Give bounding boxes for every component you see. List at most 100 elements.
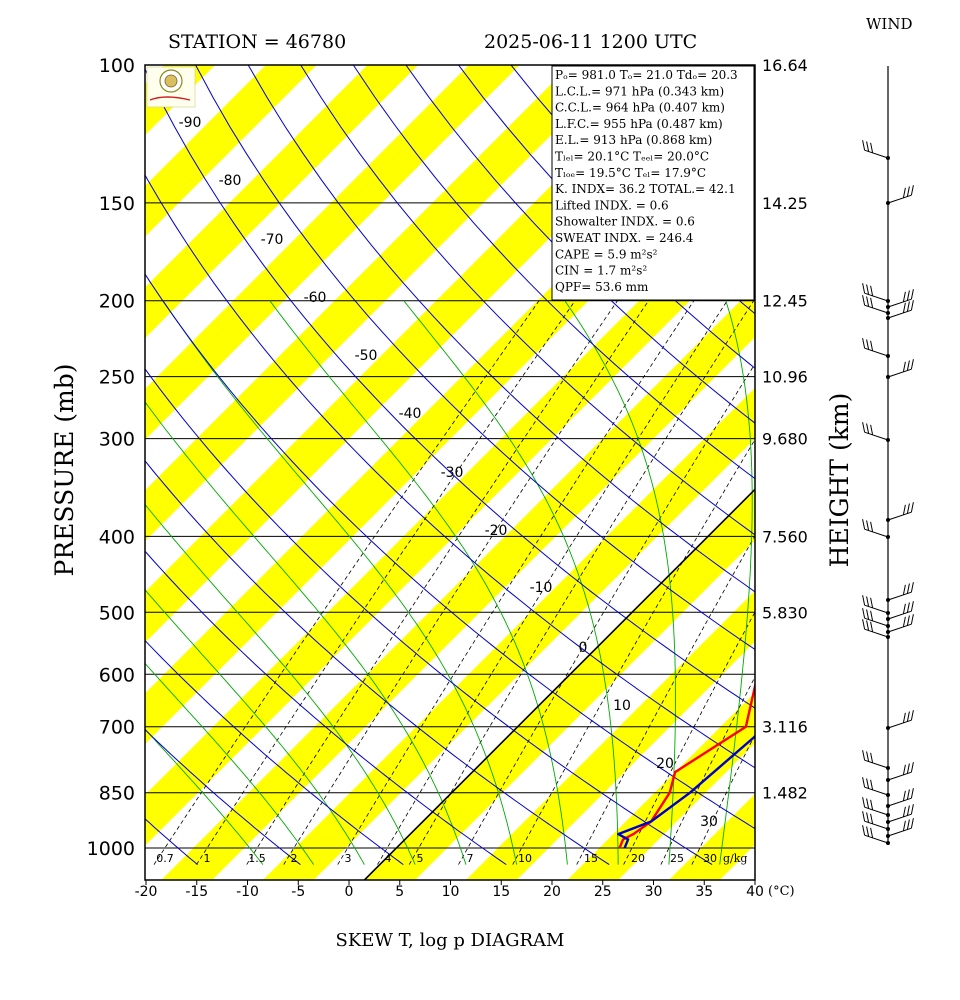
moist-adiabat: [145, 401, 467, 865]
mixing-ratio-line: [337, 300, 695, 865]
mixing-ratio-label: 15: [584, 852, 598, 865]
x-tick-label: -10: [236, 884, 259, 900]
x-tick-label: 10: [442, 884, 460, 900]
moist-adiabat: [145, 728, 264, 865]
mixing-ratio-label: 5: [417, 852, 424, 865]
wind-barb-feather: [902, 361, 906, 372]
wind-barb-feather: [866, 620, 870, 631]
mixing-ratio-line: [377, 300, 728, 865]
height-tick-label: 9.680: [762, 430, 808, 449]
index-line: E.L.= 913 hPa (0.868 km): [555, 133, 712, 147]
wind-barb-feather: [862, 750, 866, 761]
wind-barb-feather: [870, 610, 874, 621]
wind-barb-feather: [906, 615, 910, 626]
moist-adiabat: [719, 300, 753, 865]
pressure-tick-label: 700: [99, 717, 135, 739]
index-line: Lifted INDX. = 0.6: [555, 198, 669, 212]
isotherm-band: [145, 65, 622, 542]
y-axis-right-title: HEIGHT (km): [825, 393, 854, 568]
x-tick-label: 30: [645, 884, 663, 900]
wind-barb-feather: [910, 502, 914, 513]
isotherm-band: [262, 387, 755, 880]
wind-barb-feather: [902, 616, 906, 627]
wind-profile: [862, 66, 914, 845]
wind-barb-feather: [866, 339, 870, 350]
wind-barb-feather: [862, 619, 866, 630]
wind-barb-feather: [910, 300, 914, 311]
mixing-ratio-line: [153, 300, 540, 865]
x-axis-unit: (°C): [768, 884, 795, 899]
height-tick-label: 1.482: [762, 784, 808, 803]
wind-barb-feather: [866, 520, 870, 531]
mixing-ratio-line: [623, 611, 755, 865]
isotherm-label: -30: [441, 465, 464, 481]
dry-adiabat: [405, 65, 755, 424]
x-tick-label: 25: [594, 884, 612, 900]
wind-barb-feather: [910, 582, 914, 593]
height-tick-label: 14.25: [762, 194, 808, 213]
isotherm-band: [0, 65, 12, 880]
wind-barb-feather: [866, 423, 870, 434]
dry-adiabat: [0, 65, 95, 865]
height-tick-label: 10.96: [762, 368, 808, 387]
mixing-ratio-line: [458, 363, 755, 865]
wind-barb-feather: [910, 359, 914, 370]
indices-box: Pₒ= 981.0 Tₒ= 21.0 Tdₒ= 20.3 L.C.L.= 971 …: [551, 65, 755, 301]
moist-adiabat: [145, 589, 365, 865]
wind-barb-feather: [906, 789, 910, 800]
isotherm-band: [770, 65, 960, 880]
y-axis-title: PRESSURE (mb): [50, 363, 79, 576]
pressure-tick-label: 850: [99, 783, 135, 805]
wind-barb-feather: [866, 141, 870, 152]
wind-barb-feather: [870, 424, 874, 435]
wind-barb-feather: [870, 521, 874, 532]
x-tick-label: -5: [291, 884, 305, 900]
isotherm-band: [567, 692, 755, 880]
wind-barb-feather: [870, 285, 874, 296]
index-line: L.C.L.= 971 hPa (0.343 km): [555, 84, 724, 98]
mixing-ratio-label: 3: [345, 852, 352, 865]
mixing-ratio-label: 1.5: [248, 852, 266, 865]
wind-barb-feather: [906, 763, 910, 774]
x-tick-label: -20: [135, 884, 158, 900]
height-tick-label: 16.64: [762, 56, 808, 75]
wind-barb-feather: [906, 583, 910, 594]
wind-barb-feather: [906, 805, 910, 816]
height-tick-label: 3.116: [762, 718, 808, 737]
wind-barb-feather: [862, 797, 866, 808]
mixing-ratio-line: [512, 438, 755, 865]
isobars: [145, 65, 755, 849]
isotherm-label: -70: [261, 232, 284, 248]
dry-adiabat: [195, 65, 755, 651]
x-tick-label: -15: [185, 884, 208, 900]
index-line: SWEAT INDX. = 246.4: [555, 231, 694, 245]
wind-barb-feather: [866, 812, 870, 823]
dry-adiabat: [774, 65, 960, 865]
wind-barb-feather: [902, 291, 906, 302]
pressure-tick-label: 300: [99, 429, 135, 451]
wind-barb-feather: [866, 826, 870, 837]
wind-barb-feather: [870, 779, 874, 790]
x-tick-label: 5: [395, 884, 404, 900]
isotherm-label: -90: [179, 115, 202, 131]
wind-barb-feather: [902, 712, 906, 723]
wind-barb-feather: [862, 422, 866, 433]
isotherm-label: -50: [355, 348, 378, 364]
station-title: STATION = 46780: [168, 31, 346, 53]
mixing-ratio-label: 7: [467, 852, 474, 865]
wind-barb-feather: [910, 614, 914, 625]
moist-adiabat: [145, 662, 315, 865]
mixing-ratio-label: 10: [518, 852, 532, 865]
dry-adiabat: [145, 728, 301, 865]
wind-barb-feather: [902, 302, 906, 313]
wind-barb-feather: [870, 340, 874, 351]
moist-adiabats: [145, 300, 753, 865]
wind-barb-feather: [862, 595, 866, 606]
wind-barb-feather: [862, 295, 866, 306]
isotherm-label: 20: [656, 756, 674, 772]
wind-barb-feather: [866, 778, 870, 789]
isotherm-label: -60: [304, 290, 327, 306]
height-tick-label: 7.560: [762, 527, 808, 546]
index-line: Tₗₑₗ= 20.1°C Tₑₑₗ= 20.0°C: [555, 150, 709, 164]
